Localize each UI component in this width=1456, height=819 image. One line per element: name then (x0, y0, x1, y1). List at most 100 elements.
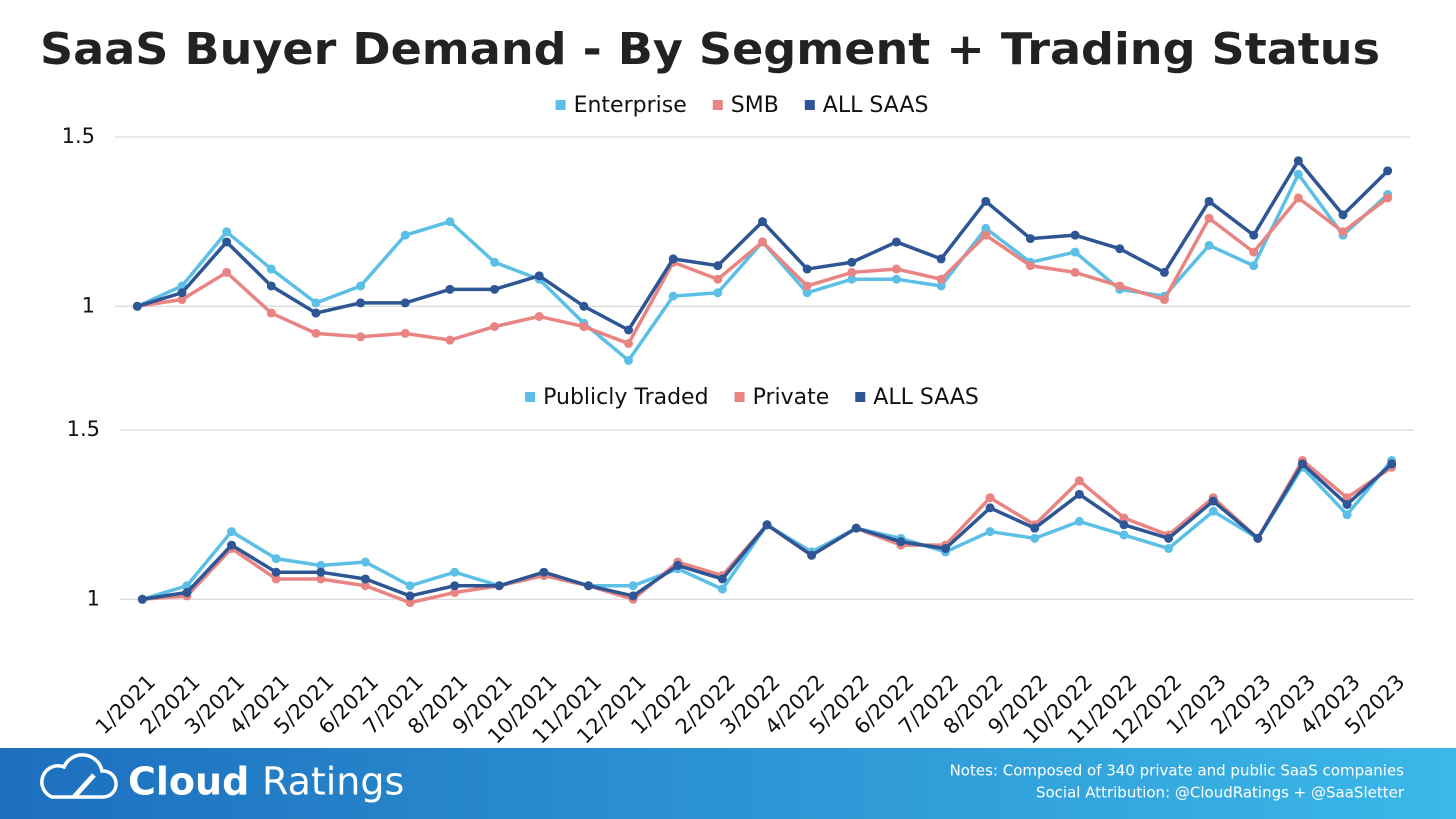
point (1025, 234, 1035, 244)
legend-label: SMB (731, 93, 779, 118)
point (400, 230, 410, 240)
point (940, 544, 950, 553)
point (490, 284, 500, 294)
point (177, 288, 187, 298)
legend: Enterprise SMB ALL SAAS (555, 93, 929, 118)
point (579, 322, 589, 332)
legend-label: ALL SAAS (823, 93, 929, 118)
page-title: SaaS Buyer Demand - By Segment + Trading… (40, 24, 1380, 75)
point (311, 308, 321, 318)
point (1293, 169, 1303, 179)
point (981, 223, 991, 233)
point (1025, 261, 1035, 271)
point (137, 594, 147, 604)
point (1249, 230, 1259, 240)
point (271, 574, 281, 584)
point (400, 298, 410, 308)
point (360, 581, 370, 591)
point (1070, 230, 1080, 240)
point (891, 274, 901, 284)
point (1030, 523, 1040, 533)
point (1204, 196, 1214, 206)
point (1070, 247, 1080, 257)
point (1204, 213, 1214, 223)
point (445, 284, 455, 294)
point (266, 308, 276, 318)
point (985, 527, 995, 537)
point (1208, 506, 1218, 516)
point (405, 598, 415, 608)
y-tick-label: 1 (87, 586, 100, 610)
point (222, 227, 232, 237)
point (807, 550, 817, 560)
point (1383, 193, 1393, 203)
point (534, 271, 544, 281)
point (668, 291, 678, 301)
brand-light: Ratings (262, 760, 404, 804)
point (177, 295, 187, 305)
point (1342, 493, 1352, 503)
point (1383, 166, 1393, 176)
point (400, 328, 410, 338)
point (802, 281, 812, 291)
footer-band (0, 748, 1456, 819)
point (713, 288, 723, 298)
legend-swatch (712, 100, 723, 110)
point (271, 567, 281, 577)
point (758, 217, 767, 227)
point (985, 493, 995, 503)
point (227, 527, 237, 537)
point (316, 560, 326, 570)
point (847, 257, 857, 267)
point (891, 237, 901, 247)
point (579, 301, 589, 311)
point (851, 523, 861, 533)
point (717, 584, 727, 594)
y-tick-label: 1.5 (62, 124, 95, 148)
point (450, 588, 460, 598)
point (356, 281, 366, 291)
legend: Publicly Traded Private ALL SAAS (525, 385, 979, 410)
point (266, 281, 276, 291)
point (222, 237, 232, 247)
point (802, 264, 812, 274)
point (1342, 499, 1352, 509)
point (1342, 510, 1352, 520)
point (311, 298, 321, 308)
point (360, 557, 370, 567)
point (936, 281, 946, 291)
y-tick-label: 1.5 (67, 417, 100, 441)
point (445, 217, 455, 227)
point (445, 335, 455, 345)
point (624, 355, 634, 365)
point (624, 325, 634, 335)
point (896, 537, 906, 547)
point (490, 257, 500, 267)
point (1204, 240, 1214, 250)
point (1297, 459, 1307, 469)
point (222, 267, 232, 277)
legend-swatch (734, 392, 745, 402)
brand-bold: Cloud (128, 760, 249, 804)
point (1115, 281, 1125, 291)
footer-attribution: Social Attribution: @CloudRatings + @Saa… (1036, 784, 1405, 802)
legend-swatch (855, 392, 866, 402)
point (316, 567, 326, 577)
point (1293, 156, 1303, 166)
point (985, 503, 995, 513)
point (311, 328, 321, 338)
point (316, 574, 326, 584)
point (360, 574, 370, 584)
point (1074, 489, 1084, 499)
point (668, 254, 678, 264)
point (981, 230, 991, 240)
y-tick-label: 1 (82, 293, 95, 317)
point (1249, 261, 1259, 271)
point (1119, 513, 1129, 523)
point (490, 322, 500, 332)
point (802, 288, 812, 298)
point (1159, 295, 1169, 305)
point (1119, 520, 1129, 530)
point (847, 267, 857, 277)
